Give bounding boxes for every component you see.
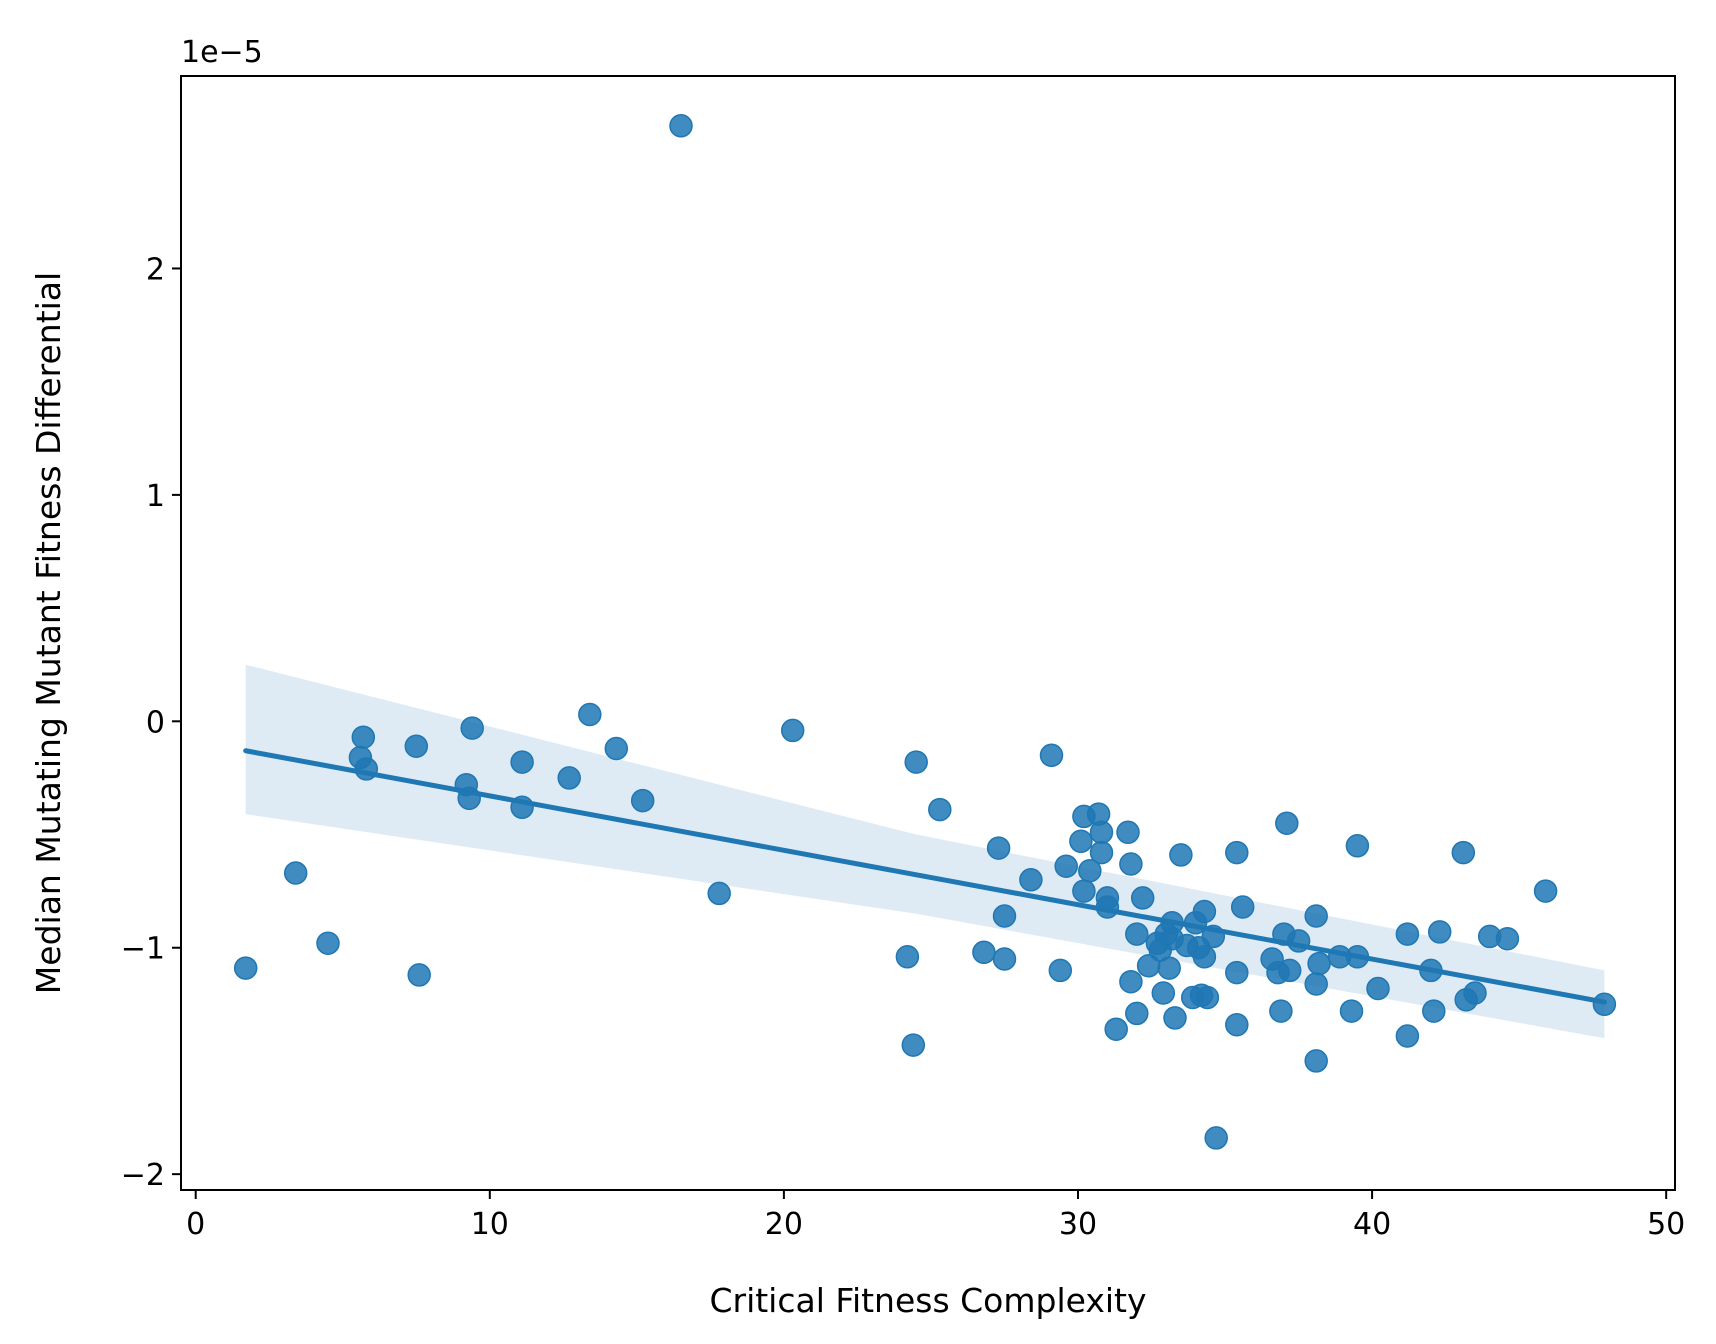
x-tick-label: 10: [471, 1207, 509, 1242]
data-point: [1048, 958, 1073, 983]
data-point: [901, 1033, 926, 1057]
data-point: [1225, 960, 1249, 985]
y-tick-label: 0: [146, 705, 165, 740]
x-tick-label: 30: [1059, 1207, 1097, 1242]
data-point: [1427, 920, 1452, 944]
data-point: [283, 861, 308, 885]
data-point: [1277, 958, 1302, 983]
data-point: [1089, 820, 1114, 845]
y-offset-label: 1e−5: [181, 35, 263, 70]
data-point: [604, 736, 629, 761]
data-point: [1119, 969, 1143, 994]
y-axis: −2 −1 0 1 2: [121, 252, 181, 1193]
data-point: [1116, 820, 1140, 845]
y-tick-label: −1: [121, 932, 165, 967]
x-tick-label: 20: [765, 1207, 803, 1242]
data-point: [1304, 904, 1328, 928]
data-point: [1451, 840, 1476, 865]
data-point: [1119, 852, 1143, 876]
data-point: [986, 836, 1011, 860]
y-tick-label: 1: [146, 479, 165, 514]
data-point: [1104, 1017, 1128, 1041]
data-point: [1275, 811, 1299, 835]
data-point: [404, 734, 429, 758]
data-point: [578, 702, 602, 727]
data-point: [1151, 981, 1176, 1005]
data-point: [1192, 899, 1217, 924]
plot-frame: [180, 75, 1676, 1191]
data-point: [351, 725, 376, 749]
data-points: [233, 114, 1617, 1150]
data-point: [1345, 834, 1370, 858]
data-point: [1225, 1012, 1249, 1037]
data-point: [1069, 829, 1093, 854]
data-point: [928, 797, 952, 822]
data-point: [1163, 1006, 1187, 1030]
data-point: [1495, 926, 1520, 951]
data-point: [992, 947, 1017, 971]
data-point: [557, 766, 581, 790]
data-point: [1533, 879, 1558, 903]
data-point: [1195, 985, 1220, 1010]
confidence-band: [245, 664, 1605, 1039]
x-axis: 0 10 20 30 40 50: [186, 1190, 1685, 1242]
data-point: [1307, 951, 1331, 976]
data-point: [1463, 981, 1487, 1005]
data-point: [780, 718, 805, 743]
data-point: [1157, 956, 1181, 980]
x-tick-label: 50: [1647, 1207, 1685, 1242]
y-tick-label: 2: [146, 252, 165, 287]
data-point: [1395, 922, 1420, 946]
data-point: [1269, 999, 1293, 1023]
x-tick-label: 40: [1353, 1207, 1391, 1242]
data-point: [904, 750, 928, 774]
data-point: [1395, 1024, 1420, 1048]
data-point: [1230, 895, 1255, 919]
data-point: [460, 716, 484, 740]
data-point: [1169, 843, 1193, 867]
data-point: [895, 945, 920, 969]
data-point: [1225, 840, 1249, 865]
y-tick-label: −2: [121, 1158, 165, 1193]
data-point: [630, 788, 655, 813]
data-point: [1192, 945, 1217, 969]
data-point: [510, 750, 534, 774]
data-point: [1039, 743, 1064, 768]
data-point: [1019, 868, 1043, 892]
data-point: [1125, 922, 1149, 946]
data-point: [407, 963, 431, 987]
data-point: [992, 904, 1017, 928]
data-point: [707, 881, 731, 906]
data-point: [1339, 999, 1364, 1023]
data-point: [1054, 854, 1078, 878]
data-point: [1072, 879, 1096, 903]
data-point: [1304, 972, 1328, 996]
data-point: [1304, 1049, 1328, 1073]
data-point: [1366, 976, 1390, 1001]
data-point: [1089, 840, 1114, 865]
x-tick-label: 0: [186, 1207, 205, 1242]
data-point: [233, 956, 258, 980]
data-point: [1130, 886, 1155, 910]
data-point: [1078, 858, 1102, 883]
x-axis-label: Critical Fitness Complexity: [709, 1281, 1146, 1320]
data-point: [1125, 1001, 1149, 1026]
data-point: [1204, 1126, 1228, 1150]
data-point: [1422, 999, 1446, 1023]
data-point: [972, 940, 996, 965]
regression-line: [243, 748, 1607, 1005]
data-point: [669, 114, 693, 138]
data-point: [316, 931, 340, 955]
y-axis-label: Median Mutating Mutant Fitness Different…: [29, 272, 68, 994]
